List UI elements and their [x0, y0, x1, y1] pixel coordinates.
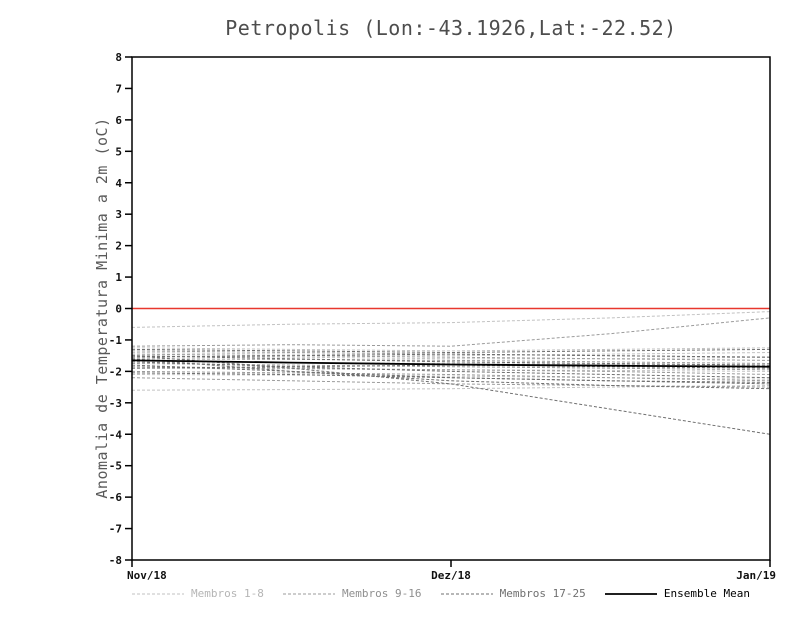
legend-item-membros-9-16: Membros 9-16	[283, 587, 422, 600]
legend-label: Ensemble Mean	[663, 587, 750, 600]
svg-text:-3: -3	[109, 397, 122, 410]
svg-text:-4: -4	[109, 428, 123, 441]
svg-text:4: 4	[115, 177, 122, 190]
svg-text:-6: -6	[109, 491, 123, 504]
svg-text:-1: -1	[109, 334, 123, 347]
svg-text:Dez/18: Dez/18	[431, 569, 471, 582]
legend-line-sample	[283, 593, 336, 594]
svg-text:6: 6	[115, 114, 122, 127]
svg-text:5: 5	[115, 145, 122, 158]
legend-label: Membros 9-16	[342, 587, 422, 600]
chart-title: Petropolis (Lon:-43.1926,Lat:-22.52)	[225, 16, 677, 40]
svg-text:Jan/19: Jan/19	[736, 569, 776, 582]
legend-label: Membros 1-8	[191, 587, 264, 600]
legend: Membros 1-8 Membros 9-16 Membros 17-25 E…	[132, 587, 750, 600]
svg-text:-7: -7	[109, 523, 122, 536]
legend-item-membros-17-25: Membros 17-25	[440, 587, 586, 600]
legend-line-sample	[604, 592, 657, 595]
svg-text:-8: -8	[109, 554, 122, 567]
legend-label: Membros 17-25	[499, 587, 586, 600]
legend-item-membros-1-8: Membros 1-8	[132, 587, 264, 600]
legend-line-sample	[132, 593, 184, 594]
svg-text:-2: -2	[109, 365, 122, 378]
legend-line-sample	[440, 593, 493, 594]
svg-text:-5: -5	[109, 460, 122, 473]
svg-text:1: 1	[115, 271, 122, 284]
svg-text:Nov/18: Nov/18	[127, 569, 167, 582]
svg-text:7: 7	[115, 82, 122, 95]
svg-text:2: 2	[115, 240, 122, 253]
svg-text:8: 8	[115, 51, 122, 64]
svg-text:3: 3	[115, 208, 122, 221]
legend-item-ensemble-mean: Ensemble Mean	[604, 587, 750, 600]
svg-text:0: 0	[115, 303, 122, 316]
